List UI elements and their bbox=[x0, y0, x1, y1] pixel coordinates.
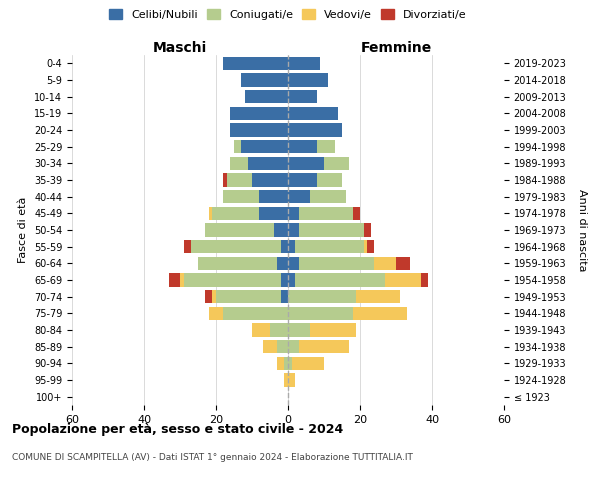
Bar bbox=[324, 156, 349, 170]
Bar bbox=[367, 240, 374, 254]
Bar bbox=[230, 124, 288, 136]
Bar bbox=[374, 256, 396, 270]
Bar bbox=[230, 106, 288, 120]
Bar bbox=[205, 224, 274, 236]
Bar bbox=[299, 340, 349, 353]
Bar bbox=[356, 290, 400, 304]
Bar bbox=[317, 140, 335, 153]
Bar bbox=[241, 74, 288, 86]
Bar bbox=[227, 174, 252, 186]
Bar bbox=[288, 356, 292, 370]
Text: Maschi: Maschi bbox=[153, 41, 207, 55]
Bar bbox=[385, 274, 421, 286]
Bar bbox=[295, 274, 385, 286]
Bar bbox=[396, 256, 410, 270]
Bar bbox=[288, 190, 310, 203]
Bar bbox=[288, 240, 295, 254]
Bar bbox=[364, 224, 371, 236]
Text: Femmine: Femmine bbox=[361, 41, 431, 55]
Bar bbox=[277, 356, 284, 370]
Bar bbox=[353, 306, 407, 320]
Bar bbox=[288, 90, 317, 104]
Bar bbox=[288, 306, 353, 320]
Bar bbox=[223, 56, 288, 70]
Bar bbox=[299, 256, 374, 270]
Bar bbox=[248, 156, 288, 170]
Text: Popolazione per età, sesso e stato civile - 2024: Popolazione per età, sesso e stato civil… bbox=[12, 422, 343, 436]
Bar bbox=[277, 256, 288, 270]
Bar bbox=[252, 174, 288, 186]
Bar bbox=[184, 240, 191, 254]
Bar bbox=[209, 206, 212, 220]
Bar bbox=[234, 140, 241, 153]
Bar bbox=[353, 206, 360, 220]
Bar bbox=[295, 240, 364, 254]
Bar bbox=[364, 240, 367, 254]
Bar bbox=[216, 290, 281, 304]
Bar bbox=[288, 340, 299, 353]
Bar bbox=[288, 140, 317, 153]
Bar bbox=[288, 106, 338, 120]
Bar bbox=[292, 356, 324, 370]
Bar bbox=[230, 156, 248, 170]
Bar bbox=[288, 290, 356, 304]
Bar bbox=[209, 306, 223, 320]
Bar bbox=[223, 190, 259, 203]
Bar bbox=[223, 174, 227, 186]
Bar bbox=[281, 290, 288, 304]
Bar bbox=[259, 206, 288, 220]
Bar bbox=[274, 224, 288, 236]
Y-axis label: Fasce di età: Fasce di età bbox=[19, 197, 28, 263]
Bar bbox=[421, 274, 428, 286]
Bar bbox=[288, 324, 310, 336]
Bar bbox=[184, 274, 281, 286]
Bar bbox=[212, 290, 216, 304]
Bar bbox=[281, 274, 288, 286]
Bar bbox=[245, 90, 288, 104]
Bar bbox=[284, 356, 288, 370]
Bar bbox=[310, 324, 356, 336]
Bar bbox=[223, 306, 288, 320]
Bar bbox=[288, 206, 299, 220]
Bar bbox=[288, 224, 299, 236]
Bar bbox=[299, 224, 364, 236]
Bar bbox=[191, 240, 281, 254]
Bar bbox=[277, 340, 288, 353]
Bar bbox=[288, 124, 342, 136]
Bar bbox=[284, 374, 288, 386]
Legend: Celibi/Nubili, Coniugati/e, Vedovi/e, Divorziati/e: Celibi/Nubili, Coniugati/e, Vedovi/e, Di… bbox=[106, 6, 470, 23]
Bar bbox=[205, 290, 212, 304]
Bar bbox=[270, 324, 288, 336]
Bar bbox=[288, 56, 320, 70]
Bar bbox=[299, 206, 353, 220]
Bar bbox=[198, 256, 277, 270]
Bar bbox=[310, 190, 346, 203]
Bar bbox=[288, 74, 328, 86]
Text: COMUNE DI SCAMPITELLA (AV) - Dati ISTAT 1° gennaio 2024 - Elaborazione TUTTITALI: COMUNE DI SCAMPITELLA (AV) - Dati ISTAT … bbox=[12, 452, 413, 462]
Bar bbox=[281, 240, 288, 254]
Bar bbox=[169, 274, 180, 286]
Bar bbox=[259, 190, 288, 203]
Bar bbox=[288, 274, 295, 286]
Bar bbox=[180, 274, 184, 286]
Bar bbox=[252, 324, 270, 336]
Bar bbox=[288, 374, 295, 386]
Bar bbox=[288, 174, 317, 186]
Bar bbox=[288, 156, 324, 170]
Bar bbox=[263, 340, 277, 353]
Y-axis label: Anni di nascita: Anni di nascita bbox=[577, 188, 587, 271]
Bar bbox=[212, 206, 259, 220]
Bar bbox=[241, 140, 288, 153]
Bar bbox=[317, 174, 342, 186]
Bar bbox=[288, 256, 299, 270]
